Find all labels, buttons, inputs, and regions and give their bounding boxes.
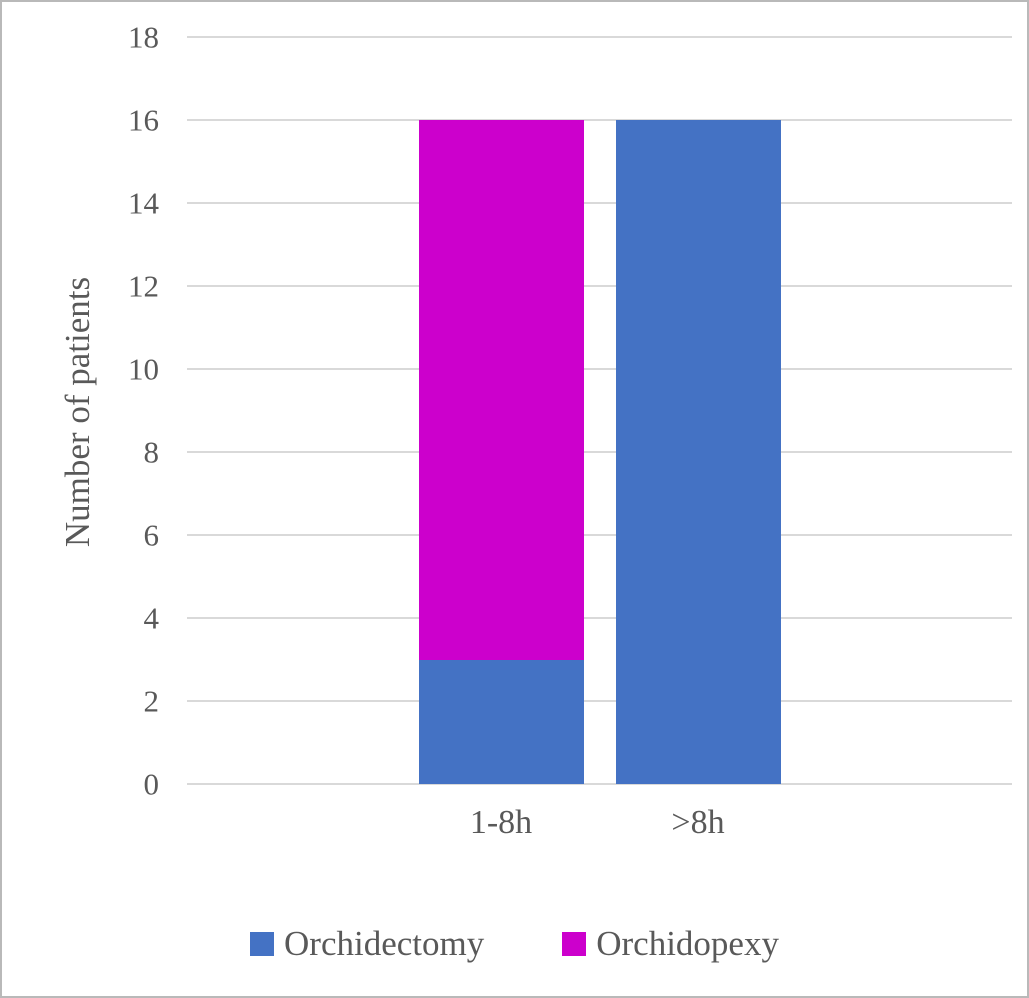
gridline [187,36,1012,38]
y-tick-label: 18 [128,19,159,55]
gridline [187,783,1012,785]
bar-1-8h [418,37,584,784]
legend-item-orchidectomy: Orchidectomy [250,924,484,964]
legend-label: Orchidectomy [284,924,485,963]
bar-segment-orchidectomy [615,120,781,784]
bar-segment-orchidectomy [418,659,584,784]
x-axis-label: >8h [671,804,725,841]
gridline [187,451,1012,453]
y-tick-label: 14 [128,185,159,221]
legend-swatch [562,932,587,956]
legend: Orchidectomy Orchidopexy [2,924,1027,964]
gridline [187,285,1012,287]
y-tick-label: 16 [128,102,159,138]
y-tick-label: 2 [143,683,160,719]
legend-item-orchidopexy: Orchidopexy [562,924,779,964]
x-axis-labels: 1-8h >8h [187,784,1012,842]
y-tick-label: 10 [128,351,159,387]
y-tick-label: 0 [143,766,160,802]
bars [187,37,1012,784]
gridline [187,119,1012,121]
gridline [187,368,1012,370]
bar-segment-orchidopexy [418,120,584,660]
legend-label: Orchidopexy [596,924,779,963]
gridline [187,700,1012,702]
y-tick-labels: 0 2 4 6 8 10 12 14 16 18 [2,22,167,800]
gridline [187,617,1012,619]
y-tick-label: 8 [143,434,160,470]
y-tick-label: 4 [143,600,160,636]
y-tick-label: 6 [143,517,160,553]
gridline [187,202,1012,204]
plot-area [187,36,1012,785]
legend-swatch [250,932,275,956]
y-tick-label: 12 [128,268,159,304]
gridline [187,534,1012,536]
bar->8h [615,37,781,784]
x-axis-label: 1-8h [469,804,533,841]
